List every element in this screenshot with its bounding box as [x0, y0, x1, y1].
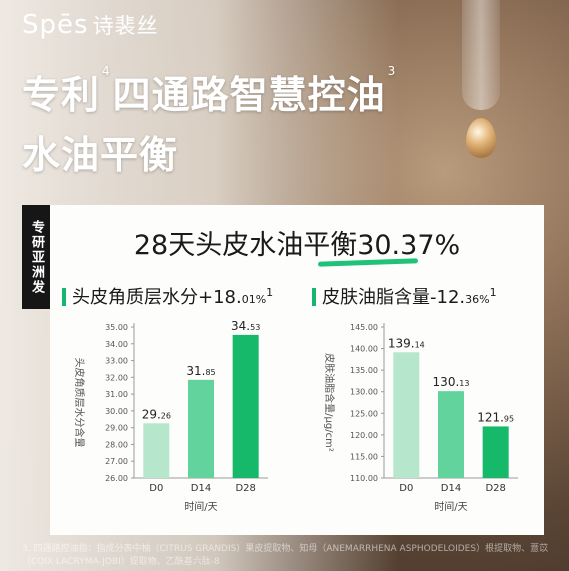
bar-d28: [482, 426, 509, 478]
y-tick-label: 135.00: [350, 366, 378, 375]
x-axis-label: 时间/天: [184, 500, 217, 513]
dropper-glass: [462, 0, 500, 110]
results-panel: 28天头皮水油平衡30.37% 头皮角质层水分+18.01%1 皮肤油脂含量-1…: [50, 205, 544, 535]
y-tick-label: 110.00: [350, 474, 378, 483]
bar-value-label: 29.26: [142, 407, 171, 421]
y-tick-label: 125.00: [350, 409, 378, 418]
sebum-chart-svg: 110.00 115.00 120.00 125.00 130.00 135.00 140.…: [323, 323, 518, 513]
accent-bar: [312, 288, 316, 306]
bar-value-label: 121.95: [477, 410, 514, 424]
bar-d14: [188, 379, 214, 478]
subtitle-moisture: 头皮角质层水分+18.01%1: [62, 283, 273, 309]
brand-latin: Spēs: [22, 10, 89, 40]
moisture-chart-svg: 26.00 27.00 28.00 29.00 30.00 31.00 32.00 33.00…: [73, 319, 268, 513]
footnote-ref-3: 3: [387, 64, 397, 78]
y-tick-label: 34.00: [105, 340, 128, 349]
bar-d14: [438, 391, 464, 478]
y-tick-label: 140.00: [350, 345, 378, 354]
headline-four-path: 四通路智慧控油: [112, 73, 386, 117]
y-tick-label: 30.00: [105, 407, 128, 416]
moisture-chart: 26.00 27.00 28.00 29.00 30.00 31.00 32.00 33.00…: [62, 313, 282, 518]
side-tag: 专研亚洲发: [22, 205, 50, 309]
x-tick-label: D14: [441, 483, 461, 494]
y-tick-label: 33.00: [105, 357, 128, 366]
x-tick-label: D28: [235, 483, 255, 494]
bar-d0: [393, 352, 420, 478]
x-axis-label: 时间/天: [434, 500, 467, 513]
footnote: 3. 四通路控油指：指成分表中柚（CITRUS GRANDIS）果皮提取物、知母…: [22, 544, 549, 567]
brand-cn: 诗裴丝: [92, 14, 159, 38]
y-tick-label: 130.00: [350, 388, 378, 397]
headline-patent: 专利: [22, 73, 101, 117]
y-axis-label: 皮肤油脂含量/μg/cm²: [323, 353, 336, 452]
bar-d0: [143, 423, 170, 478]
headline-line-2: 水油平衡: [22, 133, 179, 177]
y-tick-label: 28.00: [105, 440, 128, 449]
y-tick-label: 115.00: [350, 452, 378, 461]
accent-bar: [62, 288, 66, 306]
headline-line-1: 专利4四通路智慧控油3: [22, 64, 398, 119]
brand-logo: Spēs 诗裴丝: [22, 10, 159, 40]
oil-drop-image: [466, 118, 496, 158]
x-tick-label: D28: [485, 483, 505, 494]
y-axis-label: 头皮角质层水分含量: [73, 358, 86, 448]
bar-value-label: 130.13: [433, 375, 470, 389]
bar-value-label: 34.53: [231, 319, 260, 333]
y-tick-label: 120.00: [350, 431, 378, 440]
bar-value-label: 31.85: [186, 364, 215, 378]
y-tick-label: 145.00: [350, 323, 378, 332]
y-tick-label: 35.00: [105, 323, 128, 332]
bar-value-label: 139.14: [388, 336, 425, 350]
bar-d28: [232, 334, 259, 478]
y-tick-label: 32.00: [105, 373, 128, 382]
y-tick-label: 29.00: [105, 424, 128, 433]
x-tick-label: D0: [399, 483, 413, 494]
panel-title: 28天头皮水油平衡30.37%: [133, 230, 461, 261]
y-tick-label: 27.00: [105, 457, 128, 466]
sebum-chart: 110.00 115.00 120.00 125.00 130.00 135.00 140.…: [312, 313, 532, 518]
y-tick-label: 31.00: [105, 390, 128, 399]
subtitle-sebum: 皮肤油脂含量-12.36%1: [312, 283, 497, 309]
footnote-ref-4: 4: [102, 64, 111, 78]
x-tick-label: D14: [191, 483, 211, 494]
x-tick-label: D0: [149, 483, 163, 494]
y-tick-label: 26.00: [105, 474, 128, 483]
